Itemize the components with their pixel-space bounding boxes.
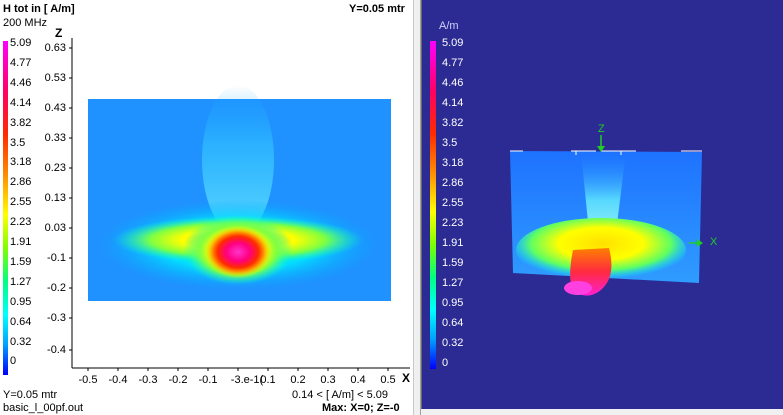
colorbar-right-label: 3.18: [442, 157, 464, 169]
colorbar-left-label: 1.59: [10, 255, 32, 268]
x-tick-label: 0.2: [290, 374, 306, 386]
colorbar-left-label: 5.09: [10, 37, 32, 49]
z-tick-label: 0.23: [44, 162, 66, 174]
z-tick-label: -0.4: [47, 344, 66, 356]
x-tick-label: 0.4: [350, 374, 366, 386]
field-surface-3d[interactable]: [421, 0, 783, 415]
colorbar-right-label: 2.23: [442, 217, 464, 229]
colorbar-right-label: 2.86: [442, 177, 464, 189]
colorbar-right-label: 4.77: [442, 57, 464, 69]
colorbar-left-label: 0.95: [10, 295, 32, 308]
z-axis-label: Z: [55, 26, 63, 40]
colorbar-right-label: 3.5: [442, 137, 458, 149]
colorbar-right-label: 5.09: [442, 37, 464, 49]
colorbar-left-label: 1.27: [10, 275, 32, 288]
x-axis-label: X: [402, 371, 411, 385]
colorbar-left-label: 4.14: [10, 96, 32, 109]
panel-splitter[interactable]: [413, 0, 421, 415]
colorbar-right-label: 4.46: [442, 77, 464, 89]
x-axis-tick-marks: [87, 368, 389, 371]
colorbar-left-label: 4.46: [10, 76, 32, 89]
colorbar-right-label: 0.32: [442, 337, 464, 349]
colorbar-right-label: 1.59: [442, 257, 464, 269]
x-tick-label: 0.5: [380, 374, 396, 386]
colorbar-right-label: 2.55: [442, 197, 464, 209]
status-strip: [421, 409, 783, 415]
surface-ridge: [581, 152, 626, 232]
z-tick-label: 0.63: [44, 42, 66, 54]
x-tick-label: -0.5: [78, 374, 98, 386]
colorbar-left-label: 4.77: [10, 56, 32, 69]
colorbar-left-label: 3.18: [10, 156, 32, 169]
x-tick-label: -0.1: [198, 374, 218, 386]
frequency-label: 200 MHz: [3, 17, 48, 29]
colorbar-left-label: 0.64: [10, 315, 32, 328]
colorbar-left-label: 2.86: [10, 176, 32, 189]
colorbar-right-label: 4.14: [442, 97, 464, 109]
z-tick-label: -0.1: [47, 252, 66, 264]
footer-max: Max: X=0; Z=-0: [322, 402, 400, 414]
z-tick-label: 0.13: [44, 192, 66, 204]
colorbar-left-label: 3.82: [10, 116, 32, 129]
x-tick-label: -0.4: [108, 374, 128, 386]
x-tick-label: 0.1: [260, 374, 276, 386]
colorbar-right-label: 0: [442, 357, 449, 369]
colorbar-left-label: 0.32: [10, 335, 32, 348]
z-tick-label: -0.3: [47, 312, 66, 324]
field-plume: [202, 85, 274, 235]
unit-label: A/m: [439, 20, 459, 32]
x-tick-label: -0.2: [168, 374, 188, 386]
colorbar-left-label: 2.55: [10, 196, 32, 209]
colorbar-right-label: 3.82: [442, 117, 464, 129]
x-tick-label: -0.3: [138, 374, 158, 386]
field-map-plot: [69, 38, 410, 371]
colorbar-left-label: 3.5: [10, 136, 26, 149]
z-tick-label: 0.43: [44, 102, 66, 114]
plane-label: Y=0.05 mtr: [349, 3, 405, 15]
colorbar-right-label: 1.91: [442, 237, 464, 249]
colorbar-left-label: 0: [10, 355, 17, 368]
colorbar-right: [430, 41, 436, 369]
x-tick-label: 0.3: [320, 374, 336, 386]
plot-title: H tot in [ A/m]: [3, 3, 75, 15]
z-tick-label: 0.03: [44, 222, 66, 234]
colorbar-right-label: 0.95: [442, 297, 464, 309]
field-hotspot: [204, 226, 272, 278]
footer-range: 0.14 < [ A/m] < 5.09: [292, 389, 389, 401]
colorbar-right-label: 0.64: [442, 317, 464, 329]
colorbar-right-label: 1.27: [442, 277, 464, 289]
footer-file: basic_l_00pf.out: [3, 402, 84, 414]
colorbar-left-label: 2.23: [10, 216, 32, 229]
x-tick-label: -3.e-1(: [230, 374, 264, 386]
footer-plane: Y=0.05 mtr: [3, 389, 58, 401]
surface-top-ticks: [510, 150, 702, 155]
axis-x-label: X: [710, 236, 718, 248]
axis-z-label: Z: [598, 123, 605, 135]
z-tick-label: 0.53: [44, 72, 66, 84]
z-axis-tick-marks: [69, 47, 72, 351]
colorbar-left-label: 1.91: [10, 236, 32, 248]
z-tick-label: 0.33: [44, 132, 66, 144]
z-tick-label: -0.2: [47, 282, 66, 294]
colorbar-left: [3, 41, 8, 375]
